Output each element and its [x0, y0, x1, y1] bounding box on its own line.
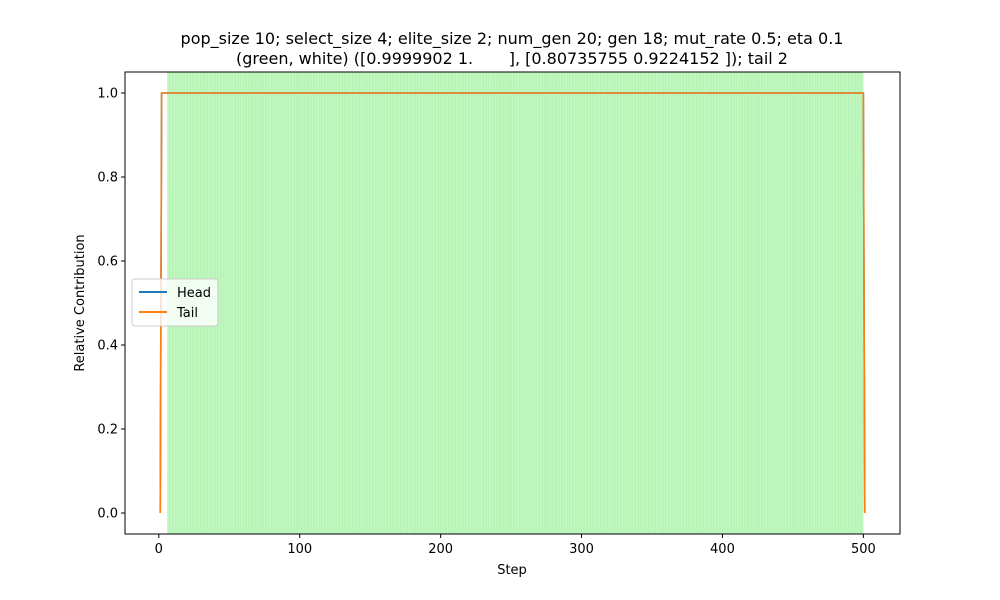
legend-box [131, 278, 219, 327]
x-tick-label: 200 [428, 542, 453, 557]
y-axis: 0.0 0.2 0.4 0.6 0.8 1.0 [97, 87, 125, 522]
y-tick-label: 0.6 [97, 255, 118, 270]
y-tick-label: 0.8 [97, 171, 118, 186]
y-tick-label: 1.0 [97, 87, 118, 102]
axes-frame [124, 71, 901, 535]
y-tick-label: 0.2 [97, 423, 118, 438]
x-tick-label: 100 [287, 542, 312, 557]
plot-area [159, 72, 866, 534]
x-tick-label: 0 [155, 542, 163, 557]
chart-title-line-1: pop_size 10; select_size 4; elite_size 2… [181, 29, 844, 49]
y-tick-label: 0.4 [97, 339, 118, 354]
legend: Head Tail [131, 278, 219, 327]
chart-title-line-2: (green, white) ([0.9999902 1. ], [0.8073… [236, 49, 788, 68]
legend-label-tail: Tail [176, 306, 198, 321]
x-axis-label: Step [497, 563, 527, 578]
y-tick-label: 0.0 [97, 507, 118, 522]
x-tick-label: 300 [569, 542, 594, 557]
x-tick-label: 400 [710, 542, 735, 557]
x-axis: 0 100 200 300 400 500 [155, 534, 876, 557]
y-axis-label: Relative Contribution [73, 234, 88, 371]
legend-label-head: Head [177, 286, 211, 301]
x-tick-label: 500 [851, 542, 876, 557]
